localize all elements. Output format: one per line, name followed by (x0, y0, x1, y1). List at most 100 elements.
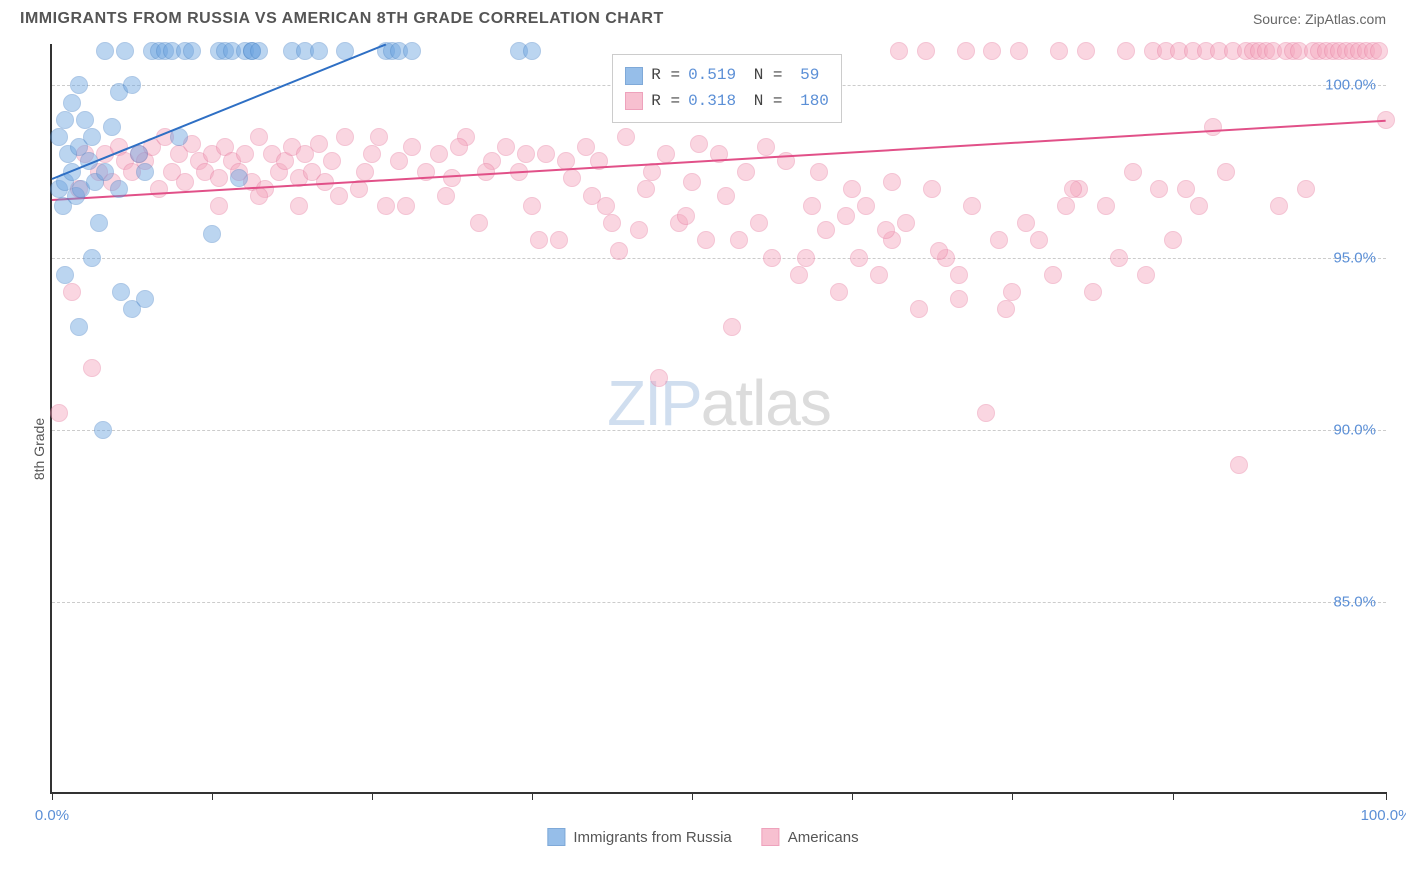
data-point (830, 283, 848, 301)
data-point (116, 42, 134, 60)
data-point (1177, 180, 1195, 198)
data-point (997, 300, 1015, 318)
data-point (477, 163, 495, 181)
data-point (136, 163, 154, 181)
data-point (56, 266, 74, 284)
data-point (397, 197, 415, 215)
data-point (957, 42, 975, 60)
stats-box: R =0.519 N = 59R =0.318 N = 180 (612, 54, 842, 123)
data-point (110, 180, 128, 198)
data-point (630, 221, 648, 239)
x-tick-label: 100.0% (1361, 807, 1406, 824)
data-point (470, 214, 488, 232)
data-point (1050, 42, 1068, 60)
data-point (523, 42, 541, 60)
data-point (1030, 231, 1048, 249)
data-point (917, 42, 935, 60)
data-point (990, 231, 1008, 249)
data-point (70, 76, 88, 94)
data-point (1370, 42, 1388, 60)
data-point (677, 207, 695, 225)
data-point (96, 163, 114, 181)
data-point (1270, 197, 1288, 215)
data-point (637, 180, 655, 198)
grid-line (52, 602, 1386, 603)
data-point (983, 42, 1001, 60)
data-point (763, 249, 781, 267)
data-point (657, 145, 675, 163)
data-point (203, 225, 221, 243)
data-point (230, 169, 248, 187)
data-point (50, 404, 68, 422)
data-point (63, 283, 81, 301)
x-tick (852, 792, 853, 800)
bottom-legend: Immigrants from Russia Americans (547, 828, 858, 846)
data-point (1117, 42, 1135, 60)
data-point (850, 249, 868, 267)
data-point (310, 135, 328, 153)
data-point (1124, 163, 1142, 181)
data-point (1137, 266, 1155, 284)
y-tick-label: 85.0% (1333, 594, 1376, 611)
data-point (90, 214, 108, 232)
data-point (1204, 118, 1222, 136)
data-point (737, 163, 755, 181)
data-point (617, 128, 635, 146)
data-point (963, 197, 981, 215)
data-point (1064, 180, 1082, 198)
chart-title: IMMIGRANTS FROM RUSSIA VS AMERICAN 8TH G… (20, 10, 664, 28)
data-point (183, 42, 201, 60)
x-tick (212, 792, 213, 800)
grid-line (52, 258, 1386, 259)
data-point (523, 197, 541, 215)
swatch-icon (547, 828, 565, 846)
data-point (890, 42, 908, 60)
data-point (1150, 180, 1168, 198)
data-point (63, 94, 81, 112)
data-point (843, 180, 861, 198)
data-point (1297, 180, 1315, 198)
data-point (537, 145, 555, 163)
data-point (236, 145, 254, 163)
data-point (803, 197, 821, 215)
stats-row: R =0.519 N = 59 (625, 63, 829, 89)
data-point (757, 138, 775, 156)
data-point (603, 214, 621, 232)
data-point (83, 359, 101, 377)
legend-label: Americans (788, 829, 859, 846)
data-point (150, 180, 168, 198)
data-point (330, 187, 348, 205)
grid-line (52, 430, 1386, 431)
data-point (563, 169, 581, 187)
x-tick-label: 0.0% (35, 807, 69, 824)
data-point (683, 173, 701, 191)
data-point (250, 187, 268, 205)
x-tick (1386, 792, 1387, 800)
data-point (430, 145, 448, 163)
x-tick (1173, 792, 1174, 800)
swatch-icon (625, 67, 643, 85)
y-tick-label: 90.0% (1333, 422, 1376, 439)
data-point (977, 404, 995, 422)
data-point (1057, 197, 1075, 215)
data-point (123, 76, 141, 94)
data-point (950, 290, 968, 308)
data-point (323, 152, 341, 170)
data-point (363, 145, 381, 163)
data-point (70, 318, 88, 336)
data-point (290, 197, 308, 215)
data-point (550, 231, 568, 249)
data-point (390, 152, 408, 170)
data-point (697, 231, 715, 249)
data-point (310, 42, 328, 60)
data-point (250, 42, 268, 60)
data-point (1017, 214, 1035, 232)
data-point (817, 221, 835, 239)
data-point (1217, 163, 1235, 181)
data-point (336, 128, 354, 146)
data-point (76, 111, 94, 129)
data-point (50, 128, 68, 146)
swatch-icon (625, 92, 643, 110)
data-point (723, 318, 741, 336)
data-point (497, 138, 515, 156)
